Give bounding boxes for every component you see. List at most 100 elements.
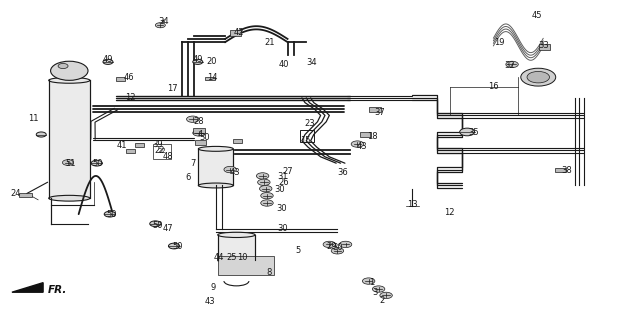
Circle shape — [372, 286, 385, 292]
Text: 20: 20 — [206, 57, 217, 66]
Text: 50: 50 — [173, 242, 183, 251]
Circle shape — [156, 23, 166, 28]
Circle shape — [261, 200, 273, 206]
Text: 43: 43 — [205, 297, 216, 306]
Bar — [555, 168, 566, 172]
Circle shape — [104, 211, 116, 217]
Circle shape — [259, 186, 272, 192]
Text: 18: 18 — [367, 132, 378, 140]
Text: 22: 22 — [158, 148, 167, 154]
Circle shape — [186, 116, 199, 123]
Text: 27: 27 — [282, 167, 293, 176]
Bar — [194, 140, 206, 145]
Text: 13: 13 — [407, 200, 418, 209]
Circle shape — [506, 61, 518, 68]
Bar — [154, 144, 171, 159]
Text: 31: 31 — [278, 172, 288, 181]
Text: 19: 19 — [494, 38, 505, 47]
Text: 24: 24 — [11, 189, 21, 198]
Bar — [217, 256, 274, 275]
Text: 49: 49 — [192, 55, 203, 64]
Circle shape — [258, 179, 270, 186]
Text: FR.: FR. — [48, 285, 67, 295]
Text: 30: 30 — [332, 243, 342, 252]
Bar — [19, 193, 32, 197]
Circle shape — [103, 59, 113, 64]
Text: 22: 22 — [154, 146, 165, 155]
Circle shape — [527, 71, 549, 83]
Bar — [116, 77, 125, 81]
Text: 17: 17 — [168, 84, 178, 93]
Text: 30: 30 — [277, 204, 288, 213]
Text: 45: 45 — [532, 11, 542, 20]
Circle shape — [192, 59, 202, 64]
Bar — [205, 76, 215, 80]
Text: 50: 50 — [92, 159, 103, 168]
Circle shape — [150, 221, 161, 227]
Circle shape — [261, 193, 273, 199]
Text: 38: 38 — [561, 166, 572, 175]
Ellipse shape — [198, 183, 233, 188]
Text: 14: 14 — [208, 73, 218, 82]
Text: 43: 43 — [357, 142, 367, 151]
Text: 33: 33 — [538, 41, 549, 50]
Bar — [300, 130, 314, 142]
Text: 10: 10 — [238, 253, 248, 262]
Text: 37: 37 — [374, 108, 385, 117]
Text: 15: 15 — [300, 136, 310, 145]
Circle shape — [256, 173, 269, 179]
Circle shape — [169, 243, 179, 249]
Text: 43: 43 — [229, 168, 240, 177]
Bar — [49, 80, 90, 198]
Bar — [229, 30, 241, 36]
Text: 30: 30 — [274, 185, 285, 194]
Ellipse shape — [49, 77, 90, 83]
Circle shape — [521, 68, 556, 86]
Text: 30: 30 — [199, 132, 210, 141]
Bar — [193, 128, 204, 133]
Text: 3: 3 — [372, 288, 378, 297]
Text: 34: 34 — [306, 58, 317, 67]
Circle shape — [323, 241, 336, 248]
Text: 21: 21 — [265, 38, 276, 47]
Text: 36: 36 — [337, 168, 348, 177]
Bar — [233, 139, 242, 143]
Text: 8: 8 — [266, 268, 271, 277]
Text: 44: 44 — [214, 253, 224, 262]
Text: 12: 12 — [444, 208, 455, 217]
Text: 47: 47 — [162, 224, 173, 233]
Text: 35: 35 — [468, 128, 479, 137]
Circle shape — [380, 292, 392, 299]
Circle shape — [362, 278, 375, 284]
Ellipse shape — [198, 146, 233, 151]
Ellipse shape — [217, 232, 255, 237]
Bar — [360, 132, 371, 137]
Text: 40: 40 — [279, 60, 289, 69]
Bar — [126, 149, 135, 153]
Bar — [135, 143, 144, 147]
Circle shape — [339, 241, 352, 248]
Bar — [198, 149, 233, 186]
Text: 49: 49 — [102, 55, 113, 64]
Text: 48: 48 — [162, 152, 173, 161]
Text: 7: 7 — [190, 159, 196, 168]
Text: 50: 50 — [106, 210, 117, 219]
Text: 32: 32 — [504, 61, 515, 70]
Text: 46: 46 — [123, 73, 134, 82]
Text: 16: 16 — [488, 82, 499, 91]
Circle shape — [192, 130, 205, 136]
Text: 23: 23 — [304, 119, 315, 128]
Circle shape — [224, 166, 236, 173]
Circle shape — [58, 63, 68, 68]
Text: 28: 28 — [194, 117, 204, 126]
Circle shape — [91, 160, 103, 166]
Text: 29: 29 — [326, 242, 336, 251]
Text: 34: 34 — [159, 17, 169, 26]
Text: 51: 51 — [65, 159, 76, 168]
Ellipse shape — [49, 195, 90, 201]
Text: 41: 41 — [117, 141, 128, 150]
Text: 12: 12 — [125, 93, 136, 102]
Circle shape — [351, 141, 364, 147]
Text: 11: 11 — [28, 114, 38, 123]
Circle shape — [62, 160, 74, 165]
